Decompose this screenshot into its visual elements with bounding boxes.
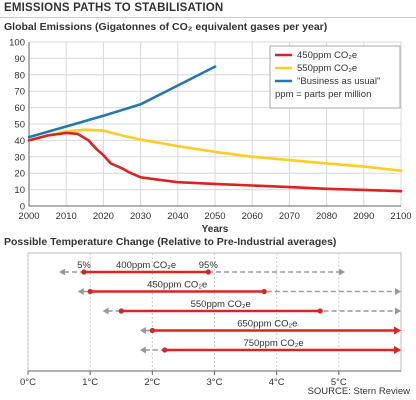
range-row-label: 650ppm CO₂e (237, 319, 297, 330)
source-label: SOURCE: Stern Review (308, 386, 411, 397)
temp-tick-label: 0°C (20, 377, 36, 388)
x-tick-label: 2060 (242, 211, 263, 222)
range-row-label: 450ppm CO₂e (147, 280, 207, 291)
dashed-range-arrow-left (102, 307, 109, 315)
p95-marker (261, 288, 267, 295)
y-tick-label: 10 (14, 185, 25, 196)
x-tick-label: 2030 (130, 211, 151, 222)
temperature-chart-title: Possible Temperature Change (Relative to… (4, 236, 336, 248)
x-tick-label: 2050 (204, 211, 225, 222)
dashed-range-arrow-right (339, 268, 346, 276)
x-tick-label: 2070 (279, 211, 300, 222)
range-row-label: 550ppm CO₂e (191, 299, 251, 310)
temperature-chart: Possible Temperature Change (Relative to… (4, 236, 411, 397)
legend-label: 450ppm CO₂e (297, 50, 357, 61)
temp-tick-label: 5°C (331, 377, 347, 388)
likely-range-arrow (394, 326, 401, 335)
x-tick-label: 2100 (390, 211, 411, 222)
dashed-range-arrow-left (59, 268, 66, 276)
dashed-range-arrow-right (395, 307, 401, 315)
title-bar: EMISSIONS PATHS TO STABILISATION (0, 0, 416, 18)
likely-range-arrow (394, 346, 401, 354)
dashed-range-arrow-right (395, 288, 401, 295)
p5-marker (162, 347, 168, 353)
y-tick-label: 30 (14, 152, 25, 163)
dashed-range-arrow-left (139, 346, 146, 354)
temp-tick-label: 3°C (207, 377, 223, 388)
legend-label: 550ppm CO₂e (297, 63, 357, 74)
y-tick-label: 50 (14, 120, 25, 131)
temp-tick-label: 2°C (144, 377, 160, 388)
y-tick-label: 100 (9, 38, 25, 49)
p5-marker (87, 288, 93, 295)
p5-marker (149, 327, 155, 334)
series-line (27, 65, 217, 139)
y-tick-label: 20 (14, 169, 25, 180)
emissions-chart: Global Emissions (Gigatonnes of CO₂ equi… (4, 21, 412, 235)
x-tick-label: 2090 (353, 211, 374, 222)
y-tick-label: 0 (20, 202, 25, 213)
y-tick-label: 40 (14, 136, 25, 147)
series-line (27, 128, 403, 172)
legend-note: ppm = parts per million (275, 89, 371, 100)
temp-tick-label: 4°C (269, 377, 285, 388)
emissions-chart-title: Global Emissions (Gigatonnes of CO₂ equi… (4, 21, 327, 33)
y-tick-label: 60 (14, 103, 25, 114)
range-row-label: 750ppm CO₂e (243, 338, 303, 349)
dashed-range-arrow-left (139, 327, 146, 334)
x-tick-label: 2040 (167, 211, 188, 222)
legend-box (269, 45, 401, 109)
x-tick-label: 2010 (56, 211, 77, 222)
percentile-label: 95% (199, 260, 219, 271)
x-tick-label: 2000 (18, 211, 39, 222)
page-title: EMISSIONS PATHS TO STABILISATION (4, 2, 224, 14)
legend-label: "Business as usual" (297, 76, 380, 87)
x-tick-label: 2020 (93, 211, 114, 222)
percentile-label: 5% (77, 260, 91, 271)
range-row-label: 400ppm CO₂e (116, 260, 176, 271)
y-tick-label: 90 (14, 54, 25, 65)
series-line (27, 131, 403, 193)
p5-marker (81, 269, 87, 275)
x-tick-label: 2080 (316, 211, 337, 222)
p5-marker (118, 308, 124, 314)
temp-tick-label: 1°C (82, 377, 98, 388)
p95-marker (317, 308, 323, 314)
dashed-range-arrow-left (77, 288, 84, 295)
y-tick-label: 70 (14, 87, 25, 98)
p95-marker (205, 269, 211, 275)
x-axis-label: Years (202, 224, 229, 235)
y-tick-label: 80 (14, 70, 25, 81)
